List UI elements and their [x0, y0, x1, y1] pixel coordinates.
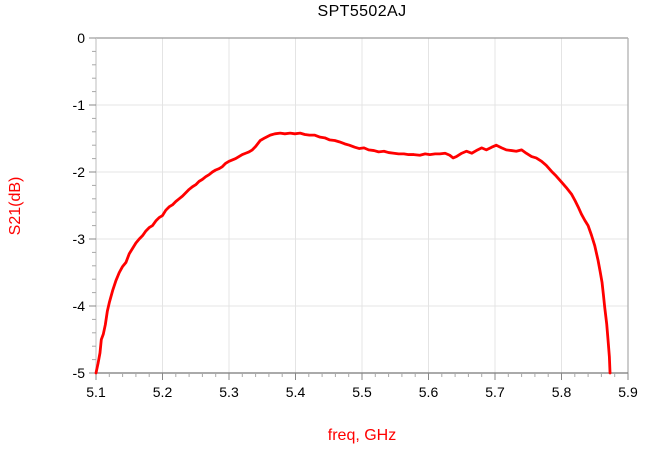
- y-axis-label: S21(dB): [7, 176, 24, 236]
- y-tick-label: -3: [73, 231, 86, 247]
- x-tick-label: 5.7: [485, 384, 505, 400]
- x-tick-label: 5.3: [219, 384, 239, 400]
- x-axis-label: freq, GHz: [327, 427, 397, 444]
- x-tick-label: 5.1: [86, 384, 106, 400]
- y-tick-label: -4: [73, 298, 86, 314]
- x-tick-label: 5.4: [286, 384, 306, 400]
- x-tick-label: 5.9: [618, 384, 638, 400]
- trace-s21: [94, 131, 612, 375]
- x-tick-label: 5.5: [352, 384, 372, 400]
- y-tick-label: -2: [73, 164, 86, 180]
- x-tick-label: 5.2: [153, 384, 173, 400]
- chart-title: SPT5502AJ: [317, 3, 407, 20]
- y-tick-label: -5: [73, 365, 86, 381]
- x-tick-label: 5.8: [552, 384, 572, 400]
- y-tick-label: 0: [77, 30, 85, 46]
- x-tick-label: 5.6: [419, 384, 439, 400]
- y-tick-label: -1: [73, 97, 86, 113]
